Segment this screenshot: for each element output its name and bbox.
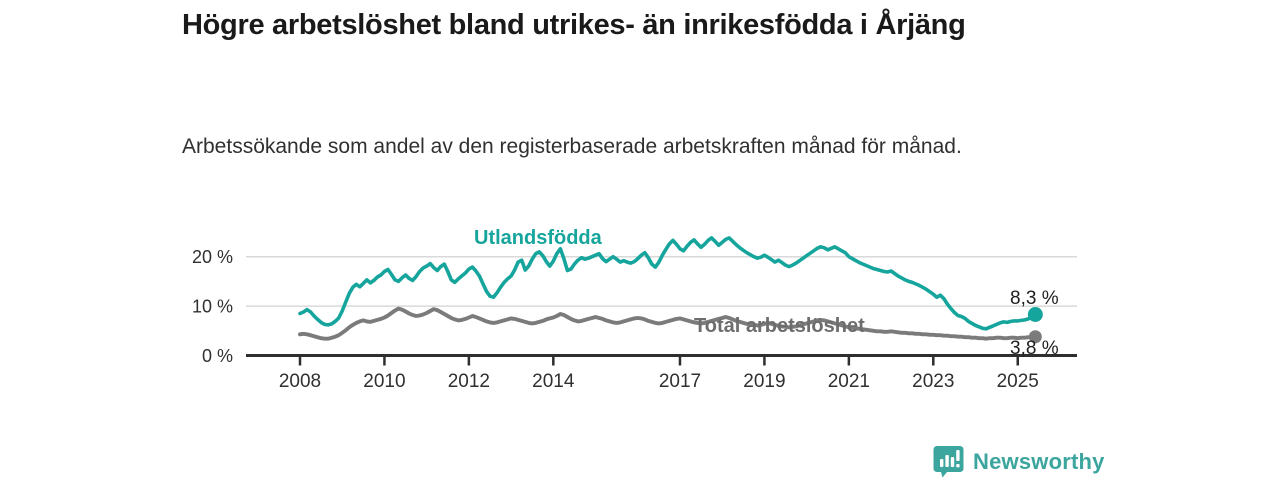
newsworthy-logo-icon xyxy=(933,446,964,478)
x-axis-tick-label: 2021 xyxy=(828,371,870,392)
end-value-label-total: 3,8 % xyxy=(1010,338,1059,359)
line-utlandsfodda xyxy=(298,236,1038,331)
x-axis-tick-label: 2010 xyxy=(363,371,405,392)
series-label-total-arbetsloshet: Total arbetslöshet xyxy=(694,315,865,337)
chart-title: Högre arbetslöshet bland utrikes- än inr… xyxy=(182,9,966,41)
x-axis-tick-label: 2017 xyxy=(659,371,701,392)
y-axis-tick-label: 0 % xyxy=(202,346,233,366)
x-axis-tick-label: 2019 xyxy=(743,371,785,392)
x-axis-tick-label: 2014 xyxy=(532,371,575,392)
brand-name: Newsworthy xyxy=(973,448,1105,474)
end-dot-utlandsfodda xyxy=(1027,306,1043,322)
chart-subtitle: Arbetssökande som andel av den registerb… xyxy=(182,135,962,158)
x-axis-tick-label: 2025 xyxy=(997,371,1039,392)
y-axis-tick-label: 20 % xyxy=(192,247,233,267)
end-dot-total-arbetsloshet xyxy=(1028,330,1042,344)
line-total-arbetsloshet xyxy=(298,306,1038,341)
x-axis-tick-label: 2008 xyxy=(279,371,321,392)
x-axis-tick-label: 2023 xyxy=(912,371,954,392)
end-value-label-utlandsfodda: 8,3 % xyxy=(1010,288,1059,309)
x-axis-tick-label: 2012 xyxy=(448,371,490,392)
series-label-utlandsfodda: Utlandsfödda xyxy=(474,227,602,249)
brand-footer: Newsworthy xyxy=(933,445,1105,478)
y-axis-tick-label: 10 % xyxy=(192,297,233,317)
